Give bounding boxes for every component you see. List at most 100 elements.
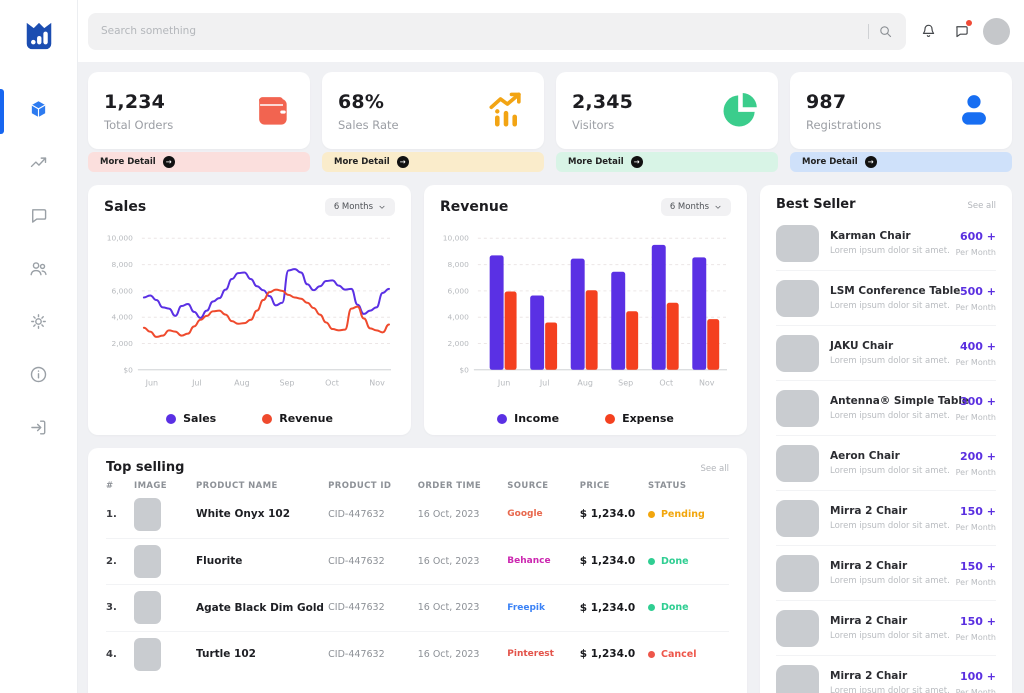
- column-header: ORDER TIME: [417, 481, 482, 491]
- arrow-right-icon: →: [396, 156, 409, 168]
- sidebar-item-dashboard[interactable]: [0, 85, 77, 138]
- best-seller-title: Best Seller: [776, 197, 856, 212]
- stat-card-body: 2,345 Visitors: [556, 72, 778, 149]
- sales-line-chart: 10,000 8,000 6,000 4,000 2,000 $0 Jun Jul Aug Sep…: [104, 220, 395, 410]
- order-time: 16 Oct, 2023: [417, 508, 480, 520]
- best-seller-list: Karman Chair Lorem ipsum dolor sit amet. 6…: [776, 216, 996, 693]
- product-description: Lorem ipsum dolor sit amet.: [830, 246, 950, 256]
- best-seller-item[interactable]: Mirra 2 Chair Lorem ipsum dolor sit amet.…: [776, 656, 996, 693]
- product-name: Mirra 2 Chair: [830, 560, 908, 572]
- more-detail-button[interactable]: More Detail →: [88, 152, 310, 172]
- product-id: CID-447632: [328, 602, 385, 614]
- legend-label: Revenue: [279, 412, 333, 425]
- sales-period-selector[interactable]: 6 Months: [324, 198, 395, 216]
- sidebar-nav: [0, 85, 77, 456]
- best-seller-item[interactable]: Mirra 2 Chair Lorem ipsum dolor sit amet.…: [776, 491, 996, 546]
- sidebar-item-logout[interactable]: [0, 403, 77, 456]
- app-logo: [16, 13, 62, 59]
- product-description: Lorem ipsum dolor sit amet.: [830, 411, 950, 421]
- product-name: Antenna® Simple Table: [830, 395, 970, 407]
- sales-count: 200 +: [959, 449, 996, 463]
- revenue-period-selector[interactable]: 6 Months: [660, 198, 731, 216]
- search-input[interactable]: [101, 25, 859, 37]
- search-icon[interactable]: [878, 24, 893, 39]
- logo-icon: [26, 22, 51, 50]
- order-time: 16 Oct, 2023: [417, 648, 480, 660]
- stat-card-body: 68% Sales Rate: [322, 72, 544, 149]
- chat-icon: [28, 205, 49, 230]
- chevron-down-icon: [379, 205, 385, 209]
- status-badge: Cancel: [647, 649, 729, 660]
- best-seller-item[interactable]: Aeron Chair Lorem ipsum dolor sit amet. 20…: [776, 436, 996, 491]
- sales-chart-card: Sales 6 Months 10,000 8,000 6,000 4,000 2,00…: [88, 185, 411, 435]
- product-id: CID-447632: [328, 508, 385, 520]
- column-header: #: [106, 481, 114, 491]
- best-seller-item[interactable]: Antenna® Simple Table Lorem ipsum dolor s…: [776, 381, 996, 436]
- wallet-icon: [250, 88, 294, 136]
- svg-text:Jun: Jun: [497, 379, 510, 388]
- product-description: Lorem ipsum dolor sit amet.: [830, 631, 950, 641]
- stat-card-visitors: 2,345 Visitors More Detail →: [556, 72, 778, 172]
- best-seller-item[interactable]: Mirra 2 Chair Lorem ipsum dolor sit amet.…: [776, 546, 996, 601]
- product-id: CID-447632: [328, 648, 385, 660]
- legend-dot: [166, 413, 177, 424]
- table-row: 3. Agate Black Dim Gold CID-447632 16 Oct, …: [106, 584, 729, 631]
- top-selling-see-all-link[interactable]: See all: [700, 464, 730, 474]
- product-name: Karman Chair: [830, 230, 911, 242]
- svg-text:Nov: Nov: [699, 379, 715, 388]
- sales-unit: Per Month: [955, 357, 996, 367]
- revenue-chart-legend: Income Expense: [440, 412, 731, 425]
- messages-button[interactable]: [950, 20, 972, 42]
- legend-dot: [605, 413, 616, 424]
- best-seller-see-all-link[interactable]: See all: [967, 201, 997, 211]
- search-divider: [868, 23, 869, 39]
- product-image: [134, 591, 161, 625]
- search-bar: [88, 12, 906, 50]
- product-name: Mirra 2 Chair: [830, 505, 908, 517]
- sidebar-item-messages[interactable]: [0, 191, 77, 244]
- sidebar-item-info[interactable]: [0, 350, 77, 403]
- more-detail-button[interactable]: More Detail →: [322, 152, 544, 172]
- stat-value: 1,234: [104, 91, 166, 113]
- svg-text:Jul: Jul: [539, 379, 550, 388]
- legend-item-expense: Expense: [605, 412, 674, 425]
- row-number: 3.: [106, 602, 117, 614]
- product-thumbnail: [776, 664, 819, 693]
- notifications-button[interactable]: [917, 20, 939, 42]
- more-detail-button[interactable]: More Detail →: [556, 152, 778, 172]
- gear-icon: [28, 311, 49, 336]
- more-detail-button[interactable]: More Detail →: [790, 152, 1012, 172]
- stat-value: 2,345: [572, 91, 634, 113]
- svg-text:6,000: 6,000: [112, 286, 134, 295]
- sidebar-item-settings[interactable]: [0, 297, 77, 350]
- svg-text:2,000: 2,000: [112, 339, 134, 348]
- bar-growth-icon: [484, 88, 528, 136]
- row-number: 1.: [106, 508, 117, 520]
- sidebar-item-analytics[interactable]: [0, 138, 77, 191]
- svg-text:Jul: Jul: [191, 379, 202, 388]
- product-id: CID-447632: [328, 555, 385, 567]
- sidebar-item-customers[interactable]: [0, 244, 77, 297]
- stats-row: 1,234 Total Orders More Detail → 68% Sales Ra…: [88, 72, 1012, 172]
- table-body: 1. White Onyx 102 CID-447632 16 Oct, 2023 Go…: [106, 491, 729, 677]
- product-description: Lorem ipsum dolor sit amet.: [830, 466, 950, 476]
- best-seller-item[interactable]: Mirra 2 Chair Lorem ipsum dolor sit amet.…: [776, 601, 996, 656]
- svg-text:$0: $0: [459, 365, 469, 374]
- chat-bubble-icon: [955, 25, 968, 37]
- product-image: [134, 544, 161, 578]
- best-seller-item[interactable]: JAKU Chair Lorem ipsum dolor sit amet. 400…: [776, 326, 996, 381]
- product-thumbnail: [776, 224, 819, 262]
- product-name: Fluorite: [196, 555, 243, 568]
- stat-value: 987: [806, 91, 847, 113]
- svg-text:10,000: 10,000: [107, 234, 133, 243]
- svg-text:8,000: 8,000: [112, 260, 134, 269]
- best-seller-item[interactable]: LSM Conference Table Lorem ipsum dolor si…: [776, 271, 996, 326]
- topbar: [78, 0, 1024, 62]
- svg-text:Sep: Sep: [618, 379, 633, 388]
- best-seller-item[interactable]: Karman Chair Lorem ipsum dolor sit amet. 6…: [776, 216, 996, 271]
- users-icon: [28, 258, 49, 283]
- svg-text:6,000: 6,000: [448, 286, 470, 295]
- table-row: 4. Turtle 102 CID-447632 16 Oct, 2023 Pinter…: [106, 630, 729, 678]
- user-avatar[interactable]: [983, 17, 1010, 45]
